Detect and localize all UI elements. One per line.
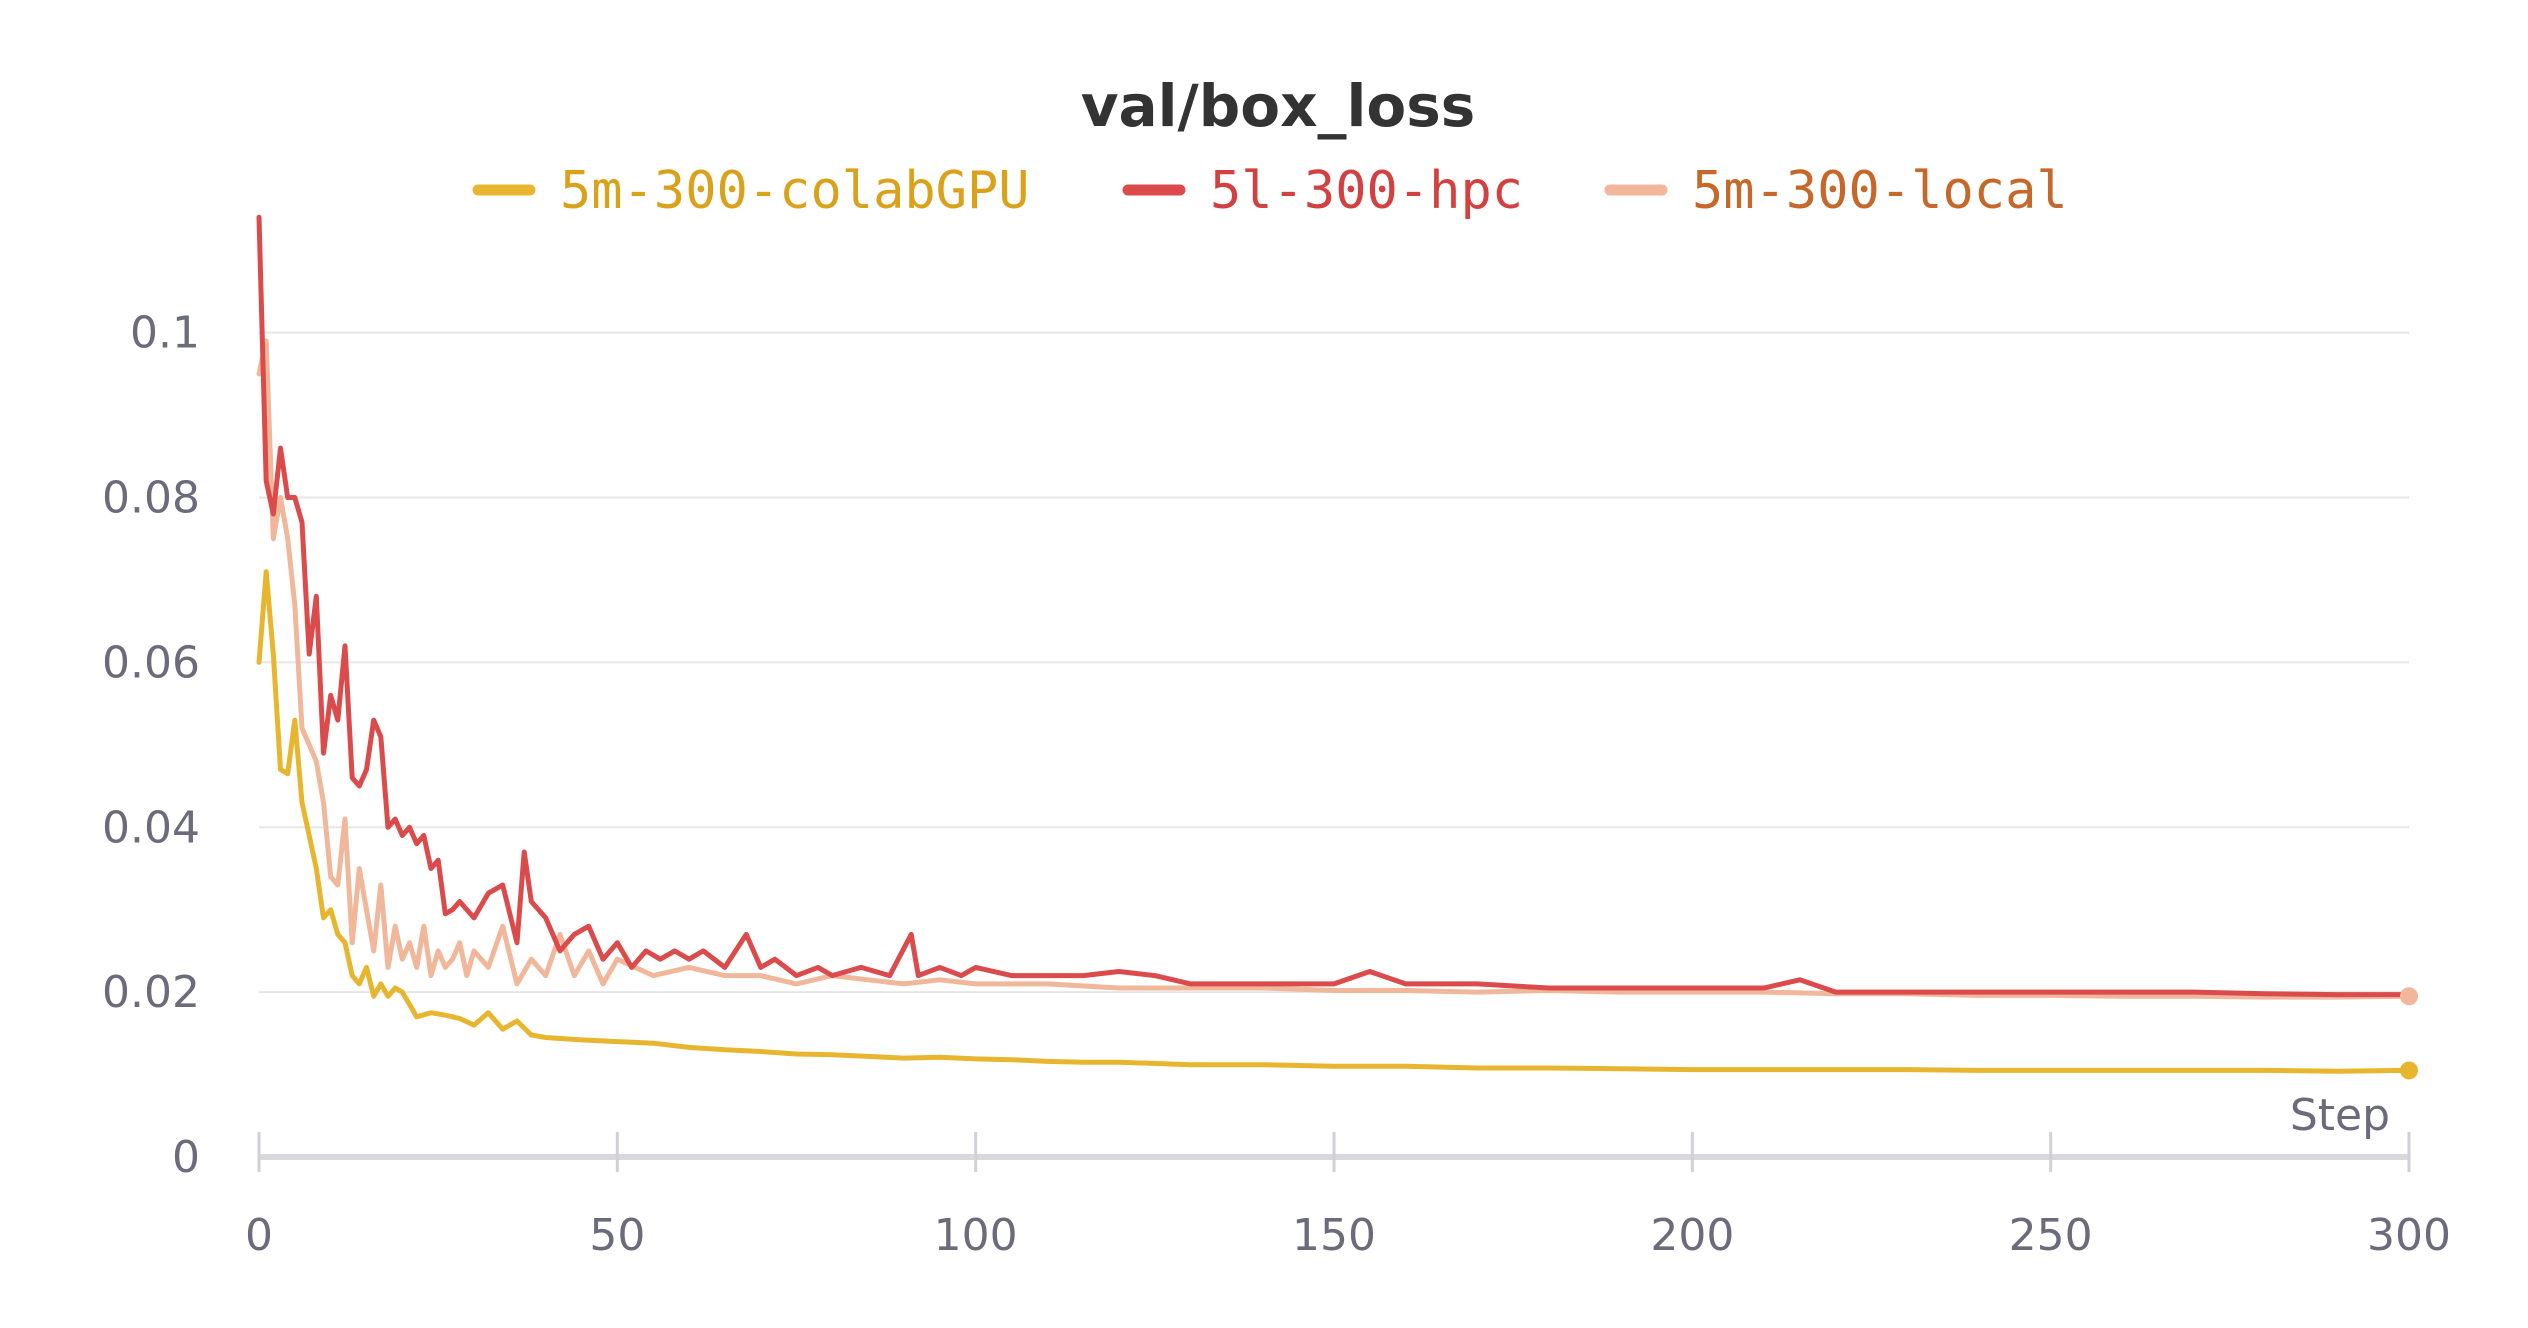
y-tick-label: 0.04 — [102, 802, 200, 853]
y-tick-label: 0.08 — [102, 473, 200, 524]
series-end-marker-5m-300-colabGPU — [2400, 1061, 2418, 1080]
y-tick-label: 0 — [172, 1132, 200, 1183]
y-axis: 0 0.02 0.04 0.06 0.08 0.1 — [102, 308, 200, 1183]
legend-label: 5m-300-colabGPU — [560, 161, 1030, 221]
series-end-marker-5m-300-local — [2400, 987, 2418, 1006]
legend-label: 5l-300-hpc — [1210, 161, 1523, 221]
y-tick-label: 0.02 — [102, 967, 200, 1018]
y-tick-label: 0.06 — [102, 637, 200, 688]
series-line-5l-300-hpc — [256, 214, 2412, 998]
x-tick-label: 100 — [934, 1210, 1018, 1261]
chart-title: val/box_loss — [1081, 72, 1476, 140]
x-tick-label: 0 — [245, 1210, 273, 1261]
x-axis: 0 50 100 150 200 250 300 — [245, 1132, 2451, 1261]
x-tick-label: 200 — [1650, 1210, 1734, 1261]
legend: 5m-300-colabGPU 5l-300-hpc 5m-300-local — [472, 161, 2068, 221]
legend-label: 5m-300-local — [1692, 161, 2068, 221]
series-line-5m-300-local — [256, 338, 2412, 1000]
series-group — [256, 214, 2418, 1080]
grid — [259, 331, 2409, 994]
y-tick-label: 0.1 — [130, 308, 200, 359]
x-tick-label: 150 — [1292, 1210, 1376, 1261]
x-tick-label: 250 — [2009, 1210, 2093, 1261]
x-tick-label: 300 — [2367, 1210, 2451, 1261]
x-tick-label: 50 — [589, 1210, 645, 1261]
series-line-5m-300-colabGPU — [256, 569, 2412, 1074]
x-axis-label: Step — [2290, 1090, 2390, 1141]
